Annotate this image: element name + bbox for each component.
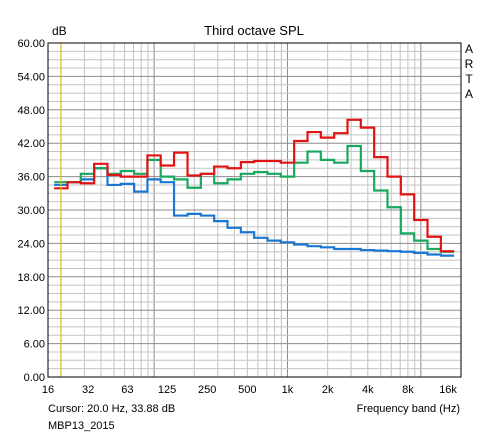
side-letter: R — [465, 57, 474, 71]
y-tick-label: 12.00 — [17, 305, 45, 317]
x-tick-label: 16k — [439, 384, 457, 396]
file-label: MBP13_2015 — [48, 420, 115, 432]
y-tick-label: 30.00 — [17, 205, 45, 217]
x-tick-label: 63 — [121, 384, 133, 396]
side-letter: A — [465, 87, 473, 101]
y-tick-label: 36.00 — [17, 172, 45, 184]
y-tick-labels: 0.00 6.00 12.00 18.00 24.00 30.00 36.00 42.00 48… — [17, 38, 45, 384]
y-tick-label: 48.00 — [17, 105, 45, 117]
y-tick-label: 24.00 — [17, 238, 45, 250]
y-tick-label: 60.00 — [17, 38, 45, 50]
y-tick-label: 6.00 — [24, 339, 45, 351]
y-tick-label: 18.00 — [17, 272, 45, 284]
series-line-1 — [54, 167, 455, 257]
x-tick-label: 8k — [402, 384, 414, 396]
series-line-3 — [54, 118, 455, 253]
x-tick-label: 4k — [362, 384, 374, 396]
chart-title: Third octave SPL — [204, 23, 304, 38]
x-tick-label: 125 — [158, 384, 176, 396]
side-letter: T — [465, 72, 473, 86]
side-letter: A — [465, 42, 473, 56]
x-tick-label: 250 — [198, 384, 216, 396]
x-axis-label: Frequency band (Hz) — [356, 403, 460, 415]
x-tick-label: 16 — [42, 384, 54, 396]
grid — [48, 42, 461, 378]
x-tick-labels: 16 32 63 125 250 500 1k 2k 4k 8k 16k — [42, 384, 458, 396]
series-line-2 — [54, 144, 455, 253]
x-tick-label: 2k — [322, 384, 334, 396]
y-tick-label: 0.00 — [24, 372, 45, 384]
cursor-readout: Cursor: 20.0 Hz, 33.88 dB — [48, 403, 176, 415]
series-group — [54, 118, 455, 257]
y-axis-label: dB — [52, 24, 67, 38]
y-tick-label: 54.00 — [17, 71, 45, 83]
plot-frame — [47, 42, 462, 378]
x-tick-label: 500 — [238, 384, 256, 396]
x-tick-label: 32 — [82, 384, 94, 396]
y-tick-label: 42.00 — [17, 138, 45, 150]
x-tick-label: 1k — [282, 384, 294, 396]
